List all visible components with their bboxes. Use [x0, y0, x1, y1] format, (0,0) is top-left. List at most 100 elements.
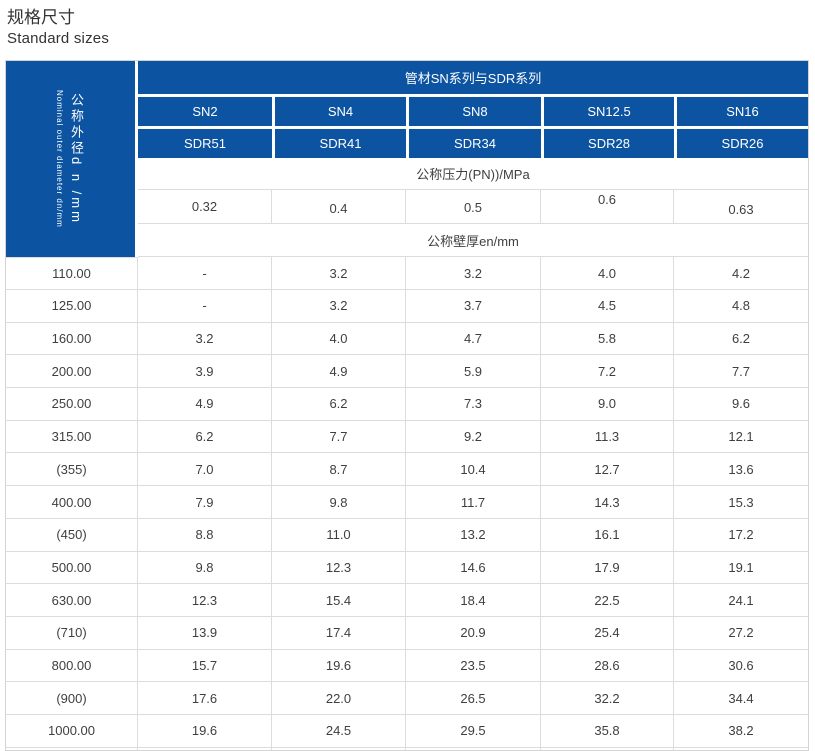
value-cell: 17.4 [272, 616, 406, 650]
value-cell: 18.4 [406, 584, 541, 617]
pressure-value: 0.32 [138, 190, 272, 225]
value-cell: 8.8 [138, 518, 272, 552]
value-cell: 11.0 [272, 518, 406, 552]
spec-table: 公称外径d n /mm Nominal outer diameter dn/mm… [5, 60, 809, 751]
value-cell: 7.7 [674, 355, 808, 389]
pressure-label: 公称压力(PN))/MPa [138, 158, 808, 191]
sn-header: SN16 [674, 94, 808, 127]
value-cell: 7.0 [138, 453, 272, 487]
partial-row-cell [6, 747, 138, 751]
value-cell: 22.0 [272, 682, 406, 715]
value-cell: 6.2 [138, 420, 272, 454]
pressure-value: 0.5 [406, 190, 541, 225]
value-cell: 19.6 [138, 714, 272, 748]
partial-row-cell [272, 747, 406, 751]
value-cell: 24.5 [272, 714, 406, 748]
dn-cell: (450) [6, 518, 138, 552]
value-cell: 19.6 [272, 649, 406, 683]
dn-cell: 800.00 [6, 649, 138, 683]
value-cell: 29.5 [406, 714, 541, 748]
value-cell: 9.8 [138, 551, 272, 585]
value-cell: 4.0 [272, 322, 406, 356]
value-cell: 3.7 [406, 290, 541, 323]
dn-cell: 200.00 [6, 355, 138, 389]
pressure-value-text: 0.6 [597, 192, 617, 208]
value-cell: 4.5 [541, 290, 674, 323]
value-cell: 8.7 [272, 453, 406, 487]
dn-cell: (710) [6, 616, 138, 650]
dn-cell: 315.00 [6, 420, 138, 454]
value-cell: 3.9 [138, 355, 272, 389]
sdr-header: SDR51 [138, 126, 272, 159]
value-cell: 6.2 [674, 322, 808, 356]
value-cell: 5.8 [541, 322, 674, 356]
value-cell: 34.4 [674, 682, 808, 715]
corner-header: 公称外径d n /mm Nominal outer diameter dn/mm [6, 61, 138, 258]
value-cell: 3.2 [406, 257, 541, 291]
pressure-value: 0.63 [674, 190, 808, 225]
corner-header-en: Nominal outer diameter dn/mm [55, 90, 64, 229]
page-title: 规格尺寸 Standard sizes [0, 0, 815, 49]
value-cell: 12.7 [541, 453, 674, 487]
value-cell: 3.2 [272, 290, 406, 323]
pressure-value: 0.6 [541, 190, 674, 225]
value-cell: 14.6 [406, 551, 541, 585]
partial-row-cell [138, 747, 272, 751]
corner-header-text: 公称外径d n /mm Nominal outer diameter dn/mm [55, 90, 86, 228]
value-cell: 12.1 [674, 420, 808, 454]
value-cell: 9.8 [272, 486, 406, 519]
pressure-value-text: 0.4 [329, 201, 348, 217]
sdr-header: SDR28 [541, 126, 674, 159]
value-cell: 4.0 [541, 257, 674, 291]
value-cell: 4.9 [272, 355, 406, 389]
pressure-value-text: 0.32 [191, 199, 218, 215]
sdr-header: SDR41 [272, 126, 406, 159]
dn-cell: 250.00 [6, 388, 138, 421]
value-cell: 27.2 [674, 616, 808, 650]
value-cell: 4.2 [674, 257, 808, 291]
value-cell: 11.3 [541, 420, 674, 454]
value-cell: 4.7 [406, 322, 541, 356]
value-cell: 4.9 [138, 388, 272, 421]
value-cell: 3.2 [138, 322, 272, 356]
value-cell: 13.9 [138, 616, 272, 650]
sn-header: SN8 [406, 94, 541, 127]
value-cell: 26.5 [406, 682, 541, 715]
value-cell: 12.3 [138, 584, 272, 617]
dn-cell: (355) [6, 453, 138, 487]
value-cell: 13.2 [406, 518, 541, 552]
dn-cell: 630.00 [6, 584, 138, 617]
page-title-cn: 规格尺寸 [7, 8, 75, 27]
value-cell: 15.3 [674, 486, 808, 519]
dn-cell: (900) [6, 682, 138, 715]
value-cell: 3.2 [272, 257, 406, 291]
dn-cell: 1000.00 [6, 714, 138, 748]
value-cell: - [138, 257, 272, 291]
dn-cell: 125.00 [6, 290, 138, 323]
value-cell: 23.5 [406, 649, 541, 683]
value-cell: 7.7 [272, 420, 406, 454]
value-cell: 4.8 [674, 290, 808, 323]
value-cell: 28.6 [541, 649, 674, 683]
value-cell: 32.2 [541, 682, 674, 715]
value-cell: 17.9 [541, 551, 674, 585]
value-cell: 6.2 [272, 388, 406, 421]
sn-header: SN2 [138, 94, 272, 127]
pressure-value: 0.4 [272, 190, 406, 225]
value-cell: 25.4 [541, 616, 674, 650]
value-cell: 9.0 [541, 388, 674, 421]
value-cell: 15.7 [138, 649, 272, 683]
page-title-en: Standard sizes [7, 30, 110, 48]
dn-cell: 160.00 [6, 322, 138, 356]
value-cell: 17.6 [138, 682, 272, 715]
value-cell: 12.3 [272, 551, 406, 585]
value-cell: 9.6 [674, 388, 808, 421]
series-title-header: 管材SN系列与SDR系列 [138, 61, 808, 95]
value-cell: 10.4 [406, 453, 541, 487]
value-cell: 20.9 [406, 616, 541, 650]
partial-row-cell [674, 747, 808, 751]
partial-row-cell [406, 747, 541, 751]
value-cell: 16.1 [541, 518, 674, 552]
value-cell: 13.6 [674, 453, 808, 487]
